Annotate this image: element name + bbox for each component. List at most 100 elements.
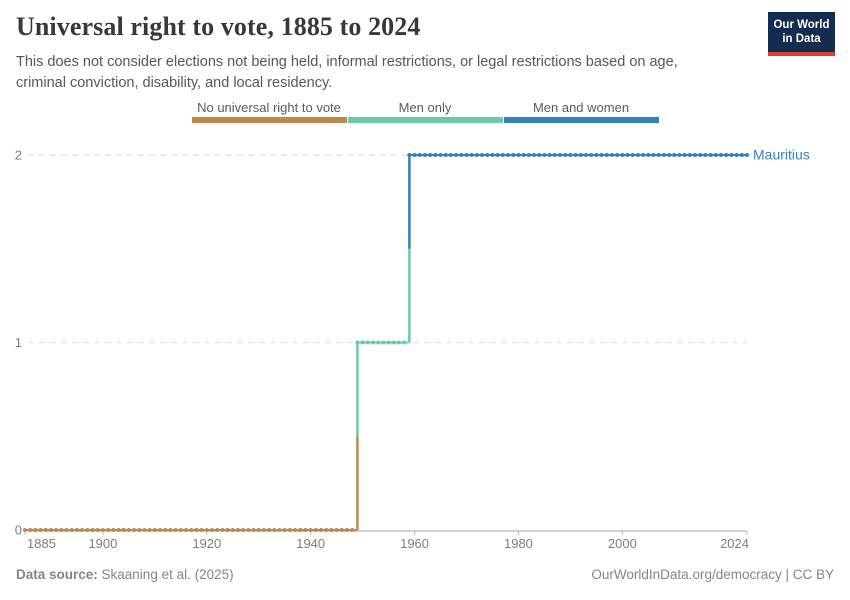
legend-item-swatch	[191, 117, 347, 123]
data-point	[620, 153, 625, 157]
data-point	[396, 340, 401, 345]
data-point	[474, 153, 479, 157]
data-point	[230, 528, 235, 532]
data-point	[313, 528, 318, 532]
data-source: Data source: Skaaning et al. (2025)	[16, 567, 234, 582]
data-point	[583, 153, 588, 157]
data-point	[43, 528, 48, 532]
data-point	[412, 153, 417, 157]
data-point	[350, 528, 355, 532]
data-point	[443, 153, 448, 157]
data-point	[454, 153, 459, 157]
x-axis-tick-label: 1940	[296, 536, 325, 551]
data-point	[334, 528, 339, 532]
data-point	[38, 528, 43, 532]
data-source-value: Skaaning et al. (2025)	[97, 567, 234, 582]
data-point	[438, 153, 443, 157]
data-point	[490, 153, 495, 157]
data-point	[329, 528, 334, 532]
data-point	[734, 153, 739, 157]
data-point	[646, 153, 651, 157]
data-point	[500, 153, 505, 157]
data-point	[495, 153, 500, 157]
data-point	[85, 528, 90, 532]
data-point	[215, 528, 220, 532]
owid-logo-line2: in Data	[782, 32, 821, 45]
data-point	[713, 153, 718, 157]
data-point	[542, 153, 547, 157]
legend-item-swatch	[347, 117, 503, 123]
data-point	[298, 528, 303, 532]
data-point	[293, 528, 298, 532]
data-point	[147, 528, 152, 532]
data-point	[516, 153, 521, 157]
data-point	[371, 340, 376, 345]
data-point	[391, 340, 396, 345]
data-point	[422, 153, 427, 157]
data-point	[521, 153, 526, 157]
data-point	[656, 153, 661, 157]
data-point	[261, 528, 266, 532]
data-point	[615, 153, 620, 157]
legend: No universal right to vote Men only Men an…	[0, 100, 850, 123]
data-point	[589, 153, 594, 157]
legend-item[interactable]: Men and women	[503, 100, 659, 123]
y-axis-tick-label: 0	[15, 523, 22, 538]
data-point	[365, 340, 370, 345]
data-point	[552, 153, 557, 157]
data-point	[251, 528, 256, 532]
y-axis-tick-label: 1	[15, 335, 22, 350]
data-point	[319, 528, 324, 532]
data-point	[303, 528, 308, 532]
data-point	[506, 153, 511, 157]
chart-footer: Data source: Skaaning et al. (2025) OurW…	[16, 567, 834, 582]
data-point	[256, 528, 261, 532]
data-point	[724, 153, 729, 157]
data-point	[235, 528, 240, 532]
owid-logo-line1: Our World	[773, 19, 830, 31]
data-point	[687, 153, 692, 157]
x-axis-tick-label: 2000	[608, 536, 637, 551]
x-axis-tick-label: 1980	[504, 536, 533, 551]
data-point	[48, 528, 53, 532]
data-point	[272, 528, 277, 532]
data-point	[137, 528, 142, 532]
data-point	[355, 340, 360, 345]
data-point	[386, 340, 391, 345]
data-point	[246, 528, 251, 532]
owid-logo[interactable]: Our World in Data	[768, 12, 835, 56]
data-point	[459, 153, 464, 157]
data-point	[282, 528, 287, 532]
entity-label[interactable]: Mauritius	[753, 147, 810, 163]
data-point	[194, 528, 199, 532]
data-point	[339, 528, 344, 532]
data-point	[719, 153, 724, 157]
legend-item[interactable]: No universal right to vote	[191, 100, 347, 123]
data-point	[568, 153, 573, 157]
data-point	[485, 153, 490, 157]
data-point	[69, 528, 74, 532]
data-point	[594, 153, 599, 157]
data-point	[220, 528, 225, 532]
data-point	[163, 528, 168, 532]
data-point	[667, 153, 672, 157]
data-point	[609, 153, 614, 157]
x-axis-tick-label: 1885	[27, 536, 56, 551]
data-point	[287, 528, 292, 532]
data-point	[672, 153, 677, 157]
legend-item[interactable]: Men only	[347, 100, 503, 123]
data-point	[33, 528, 38, 532]
data-point	[511, 153, 516, 157]
data-point	[199, 528, 204, 532]
page-title: Universal right to vote, 1885 to 2024	[16, 12, 421, 41]
footer-license-link[interactable]: OurWorldInData.org/democracy | CC BY	[591, 567, 834, 582]
data-point	[573, 153, 578, 157]
data-point	[74, 528, 79, 532]
x-axis-tick-label: 2024	[720, 536, 749, 551]
data-point	[428, 153, 433, 157]
data-point	[433, 153, 438, 157]
data-point	[376, 340, 381, 345]
data-point	[126, 528, 131, 532]
